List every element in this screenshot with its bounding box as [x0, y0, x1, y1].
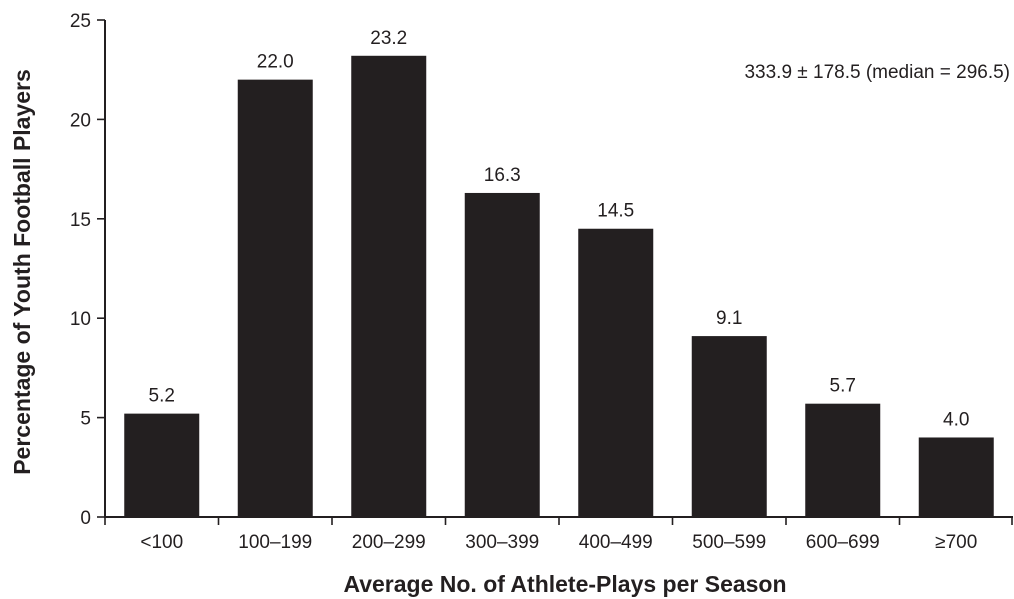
bar-value-label: 5.7 [830, 376, 856, 397]
bar [691, 336, 767, 517]
bar [464, 192, 540, 517]
x-tick-label: <100 [140, 532, 183, 553]
bar [237, 79, 313, 517]
x-ticks-layer: <100 100–199 200–299 300–399 400–499 500–599 6… [104, 517, 1013, 553]
y-tick-label: 5 [80, 409, 91, 430]
x-tick-label: 600–699 [806, 532, 880, 553]
y-tick-label: 0 [80, 508, 91, 529]
x-tick-label: 400–499 [579, 532, 653, 553]
y-tick-label: 10 [70, 309, 91, 330]
x-tick-label: 100–199 [238, 532, 312, 553]
bar-value-label: 23.2 [370, 28, 407, 49]
bar [124, 413, 200, 517]
x-axis-title: Average No. of Athlete-Plays per Season [343, 571, 786, 597]
x-tick-label: 500–599 [692, 532, 766, 553]
bar-value-label: 16.3 [484, 165, 521, 186]
bars-layer [124, 55, 994, 518]
y-tick-label: 20 [70, 110, 91, 131]
bar-value-label: 5.2 [149, 386, 175, 407]
y-tick-label: 15 [70, 210, 91, 231]
x-tick-label: 300–399 [465, 532, 539, 553]
bar-value-label: 14.5 [597, 201, 634, 222]
summary-statistic-annotation: 333.9 ± 178.5 (median = 296.5) [744, 62, 1010, 83]
bar [918, 437, 994, 517]
bar [805, 403, 881, 517]
x-tick-label: ≥700 [935, 532, 977, 553]
y-axis-title: Percentage of Youth Football Players [9, 69, 35, 475]
y-tick-label: 25 [70, 11, 91, 32]
bar-value-label: 22.0 [257, 52, 294, 73]
data-labels-layer: 5.2 22.0 23.2 16.3 14.5 9.1 5.7 4.0 [149, 28, 970, 431]
bar [578, 228, 654, 518]
bar-value-label: 9.1 [716, 308, 742, 329]
y-ticks-layer: 0 5 10 15 20 25 [70, 11, 105, 529]
x-tick-label: 200–299 [352, 532, 426, 553]
bar-value-label: 4.0 [943, 409, 969, 430]
bar [351, 55, 427, 518]
